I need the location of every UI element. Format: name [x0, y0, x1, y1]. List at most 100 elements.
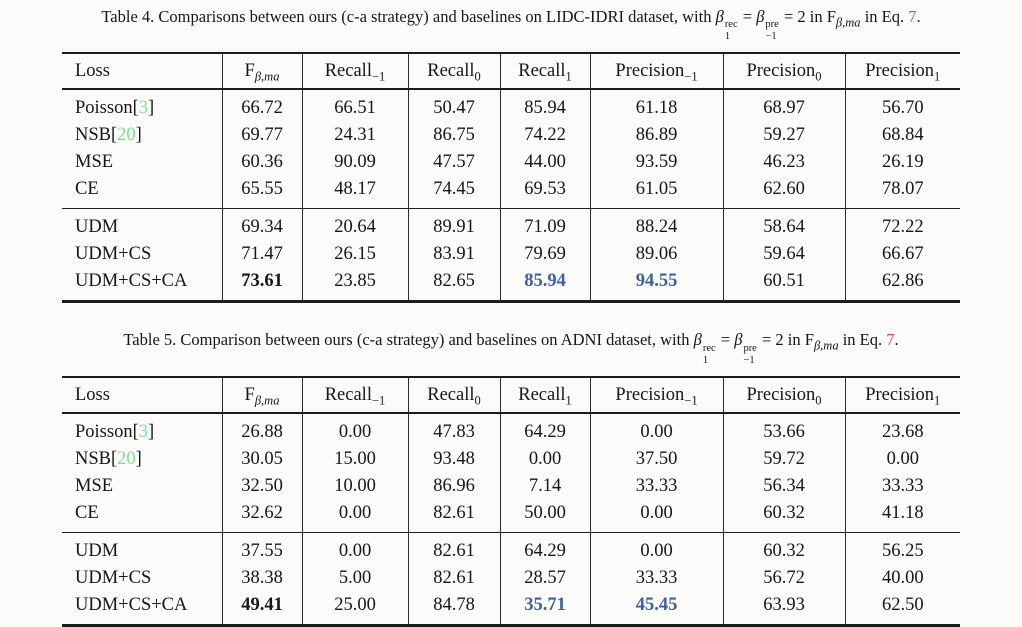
metric-value: 0.00 — [499, 445, 590, 473]
metric-value: 66.67 — [844, 241, 960, 269]
column-header: Precision0 — [722, 376, 845, 413]
loss-name: CE — [75, 502, 99, 523]
metric-value: 25.00 — [301, 591, 408, 626]
metric-value: 60.36 — [221, 149, 302, 177]
header-label: Recall — [518, 384, 566, 405]
row-label: CE — [62, 176, 222, 209]
table-row: UDM+CS+CA 49.41 25.00 84.78 35.71 45.45 63.93 6… — [62, 591, 960, 626]
equation-reference-link[interactable]: 7 — [908, 7, 917, 26]
header-subscript: 1 — [565, 70, 572, 85]
caption-text: . — [894, 330, 899, 350]
metric-value: 93.48 — [407, 445, 500, 473]
f-measure-symbol: F — [804, 330, 814, 350]
table5-caption: Table 5. Comparison between ours (c-a st… — [6, 329, 1016, 366]
metric-value: 23.85 — [301, 268, 408, 302]
metric-value: 61.18 — [589, 89, 723, 123]
metric-value: 74.22 — [499, 122, 590, 150]
metric-value: 60.51 — [722, 268, 845, 302]
metric-value: 61.05 — [589, 176, 723, 209]
metric-value: 71.47 — [221, 241, 302, 269]
row-label: UDM+CS+CA — [62, 592, 222, 626]
table-row: UDM 37.55 0.00 82.61 64.29 0.00 60.32 56.25 — [62, 532, 960, 565]
metric-value: 37.50 — [589, 445, 723, 473]
header-subscript: 0 — [815, 70, 822, 85]
column-header: Precision1 — [844, 376, 960, 413]
beta-subscript: −1 — [743, 354, 755, 366]
beta-subscript: −1 — [765, 31, 777, 43]
beta-symbol: β — [734, 330, 743, 350]
metric-value: 59.27 — [722, 122, 845, 150]
loss-name: Poisson — [75, 98, 133, 119]
loss-name: NSB — [75, 448, 111, 469]
metric-value: 0.00 — [301, 532, 408, 565]
beta-superscript: pre — [765, 19, 779, 31]
beta-superscript: pre — [743, 342, 757, 354]
citation-link[interactable]: 3 — [133, 98, 155, 118]
metric-value: 94.55 — [589, 268, 723, 302]
metric-value: 15.00 — [301, 445, 408, 473]
column-header: Precision−1 — [589, 376, 723, 413]
metric-value: 0.00 — [589, 499, 723, 533]
metric-value: 79.69 — [499, 241, 590, 269]
column-header: Precision−1 — [589, 53, 723, 90]
column-header: Loss — [62, 53, 222, 89]
row-label: MSE — [62, 473, 222, 500]
column-header: Recall0 — [407, 53, 500, 90]
metric-value: 49.41 — [221, 591, 302, 626]
loss-name: Poisson — [75, 421, 133, 442]
column-header: Fβ,ma — [221, 376, 302, 413]
metric-value: 32.50 — [221, 472, 302, 500]
row-label: UDM — [62, 532, 222, 565]
metric-value: 35.71 — [499, 591, 590, 626]
metric-value: 82.61 — [407, 564, 500, 592]
header-subscript: −1 — [684, 70, 698, 85]
table-row: UDM+CS 38.38 5.00 82.61 28.57 33.33 56.72 40.00 — [62, 564, 960, 592]
beta-supsub: pre −1 — [743, 343, 756, 367]
citation-link[interactable]: 20 — [111, 449, 142, 469]
metric-value: 89.91 — [407, 208, 500, 242]
header-subscript: 1 — [934, 393, 941, 408]
header-label: Recall — [324, 61, 372, 82]
header-subscript: −1 — [684, 393, 698, 408]
baselines-group: Poisson366.7266.5150.4785.9461.1868.9756… — [62, 89, 960, 209]
metric-value: 40.00 — [844, 564, 960, 592]
metric-value: 0.00 — [301, 412, 408, 446]
metric-value: 68.84 — [844, 122, 960, 150]
metric-value: 45.45 — [589, 591, 723, 626]
caption-text: Table 4. Comparisons between ours (c-a s… — [101, 7, 716, 26]
metric-value: 72.22 — [844, 208, 960, 242]
metric-value: 0.00 — [589, 532, 723, 565]
metric-value: 33.33 — [844, 472, 960, 500]
metric-value: 38.38 — [221, 564, 302, 592]
metric-value: 50.00 — [499, 499, 590, 533]
loss-name: MSE — [75, 152, 114, 173]
loss-name: UDM+CS — [75, 244, 152, 265]
header-subscript: 0 — [474, 70, 481, 85]
header-subscript: −1 — [371, 393, 386, 408]
metric-value: 26.19 — [844, 149, 960, 177]
row-label: UDM+CS+CA — [62, 268, 222, 302]
metric-value: 56.34 — [722, 472, 845, 500]
loss-name: MSE — [75, 475, 114, 496]
header-label: Recall — [324, 384, 372, 405]
beta-supsub: rec 1 — [725, 19, 738, 43]
citation-link[interactable]: 20 — [111, 125, 142, 145]
row-label: Poisson3 — [62, 413, 222, 446]
row-label: UDM+CS — [62, 565, 222, 592]
citation-link[interactable]: 3 — [133, 422, 155, 442]
metric-value: 63.93 — [722, 591, 845, 626]
metric-value: 26.88 — [221, 412, 302, 446]
row-label: Poisson3 — [62, 89, 222, 122]
metric-value: 71.09 — [499, 208, 590, 242]
equation-reference-link[interactable]: 7 — [886, 330, 895, 350]
equals-sign: = — [738, 7, 757, 26]
f-measure-subscript: β,ma — [813, 338, 839, 353]
header-label: Precision — [746, 384, 816, 405]
metric-value: 24.31 — [301, 122, 408, 150]
metric-value: 44.00 — [499, 149, 590, 177]
caption-text: Table 5. Comparison between ours (c-a st… — [123, 330, 694, 350]
metric-value: 47.83 — [407, 412, 500, 446]
equals-sign: = — [716, 330, 735, 350]
column-header: Precision1 — [844, 53, 960, 90]
